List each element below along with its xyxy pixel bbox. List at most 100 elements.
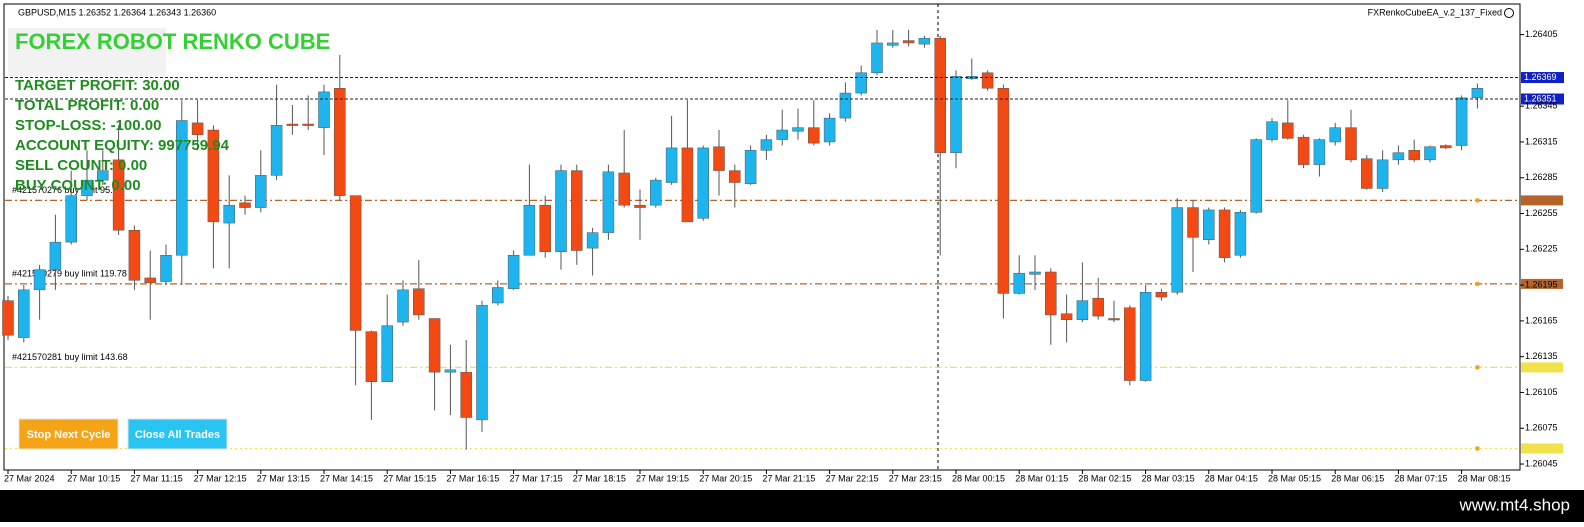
candle-body-up [1076,300,1089,320]
candle-body-up [381,325,393,382]
price-label-box [1521,72,1564,84]
candle-body-up [1313,139,1326,165]
candle-body-up [1203,209,1215,241]
x-tick-label: 27 Mar 18:15 [573,473,626,483]
candle-body-up [1139,292,1152,381]
button[interactable]: Stop Next Cycle [18,418,119,450]
price-label: 1.26351 [1524,93,1557,103]
x-tick-label: 27 Mar 13:15 [257,473,310,483]
candle-body-up [887,42,899,46]
y-tick-label: 1.26405 [1525,29,1558,39]
candle-body-up [792,127,804,132]
order-label: #421570279 buy limit 119.78 [12,268,127,278]
candle-body-up [1266,121,1278,140]
candle-body-up [650,179,662,206]
x-tick-label: 27 Mar 23:15 [889,473,942,483]
x-tick-label: 27 Mar 11:15 [130,473,182,483]
y-tick-label: 1.26165 [1525,315,1558,325]
y-tick-label: 1.26315 [1525,136,1558,146]
y-tick-label: 1.26075 [1525,423,1558,433]
candle-body-up [1471,88,1484,99]
x-tick-label: 27 Mar 10:15 [67,473,120,483]
x-tick-label: 27 Mar 17:15 [510,473,563,483]
candle-body-down [191,122,204,136]
candle-body-up [81,179,93,196]
candle-body-down [2,300,14,336]
button-face[interactable] [127,418,228,450]
candle-body-up [523,204,536,256]
x-tick-label: 28 Mar 00:15 [952,473,1005,483]
candle-body-up [1455,97,1468,146]
x-tick-label: 28 Mar 02:15 [1078,473,1131,483]
candle-body-down [112,159,125,231]
candle-body-up [586,232,599,249]
order-marker [1475,365,1480,370]
candle-body-up [744,150,757,184]
button-face[interactable] [18,418,119,450]
x-tick-label: 27 Mar 15:15 [383,473,436,483]
candle-body-down [1408,150,1420,161]
candle-body-down [934,37,946,153]
candle-body-up [776,129,788,140]
candle-body-up [476,305,488,421]
candle-body-down [539,204,551,252]
candle-body-down [571,170,583,251]
x-tick-label: 28 Mar 07:15 [1394,473,1447,483]
candle-body-down [1187,207,1199,238]
button-label[interactable]: Close All Trades [135,429,220,441]
panel-line: TOTAL PROFIT: 0.00 [15,97,159,114]
candle-body-up [1424,146,1436,161]
candle-body-up [1329,127,1341,143]
x-tick-label: 28 Mar 01:15 [1015,473,1068,483]
candle-body-up [839,92,852,119]
candle-body-up [1234,212,1247,256]
panel-line: TARGET PROFIT: 30.00 [15,77,180,94]
candle-body-down [1440,145,1452,149]
x-tick-label: 27 Mar 12:15 [194,473,247,483]
candle-body-up [555,170,567,252]
candle-body-down [1218,209,1231,258]
symbol-info: GBPUSD,M15 1.26352 1.26364 1.26343 1.263… [18,7,216,17]
order-price-box [1521,278,1563,289]
candle-body-down [1108,318,1120,321]
y-tick-label: 1.26045 [1525,458,1558,468]
candle-body-up [176,120,188,256]
button[interactable]: Close All Trades [127,418,228,450]
candle-body-down [1282,122,1294,139]
candle-body-down [334,88,346,196]
candle-body-down [902,40,915,44]
y-tick-label: 1.26345 [1525,101,1558,111]
candle-body-up [160,255,172,282]
panel-line: BUY COUNT: 0.00 [15,177,141,194]
candle-body-up [1392,152,1405,161]
button-label[interactable]: Stop Next Cycle [27,429,111,441]
candle-body-down [144,277,156,283]
candle-body-down [460,371,472,418]
candle-body-up [1250,139,1262,213]
candle-body-up [444,369,457,373]
order-price-box [1521,362,1563,373]
candle-body-down [1297,136,1310,165]
x-tick-label: 27 Mar 16:15 [446,473,499,483]
order-price-box [1521,443,1563,454]
candle-body-up [270,125,283,176]
candle-body-down [1345,127,1357,161]
candle-body-down [413,288,425,316]
x-tick-label: 28 Mar 05:15 [1268,473,1321,483]
y-tick-label: 1.26195 [1525,279,1558,289]
candle-body-up [255,175,267,208]
x-tick-label: 27 Mar 22:15 [826,473,879,483]
candle-body-down [729,170,741,183]
title-backdrop [8,28,166,76]
price-label: 1.26369 [1524,72,1557,82]
candle-body-up [697,147,709,219]
candle-body-down [1060,313,1073,320]
order-label: #421570276 buy limit 95.78 [12,185,123,195]
y-tick-label: 1.26285 [1525,172,1558,182]
price-label-box [1521,93,1564,105]
panel-line: ACCOUNT EQUITY: 997759.94 [15,137,230,154]
candle-body-down [128,229,141,281]
candle-body-up [855,72,867,94]
candle-body-up [1376,159,1389,189]
candle-body-down [1092,297,1104,317]
